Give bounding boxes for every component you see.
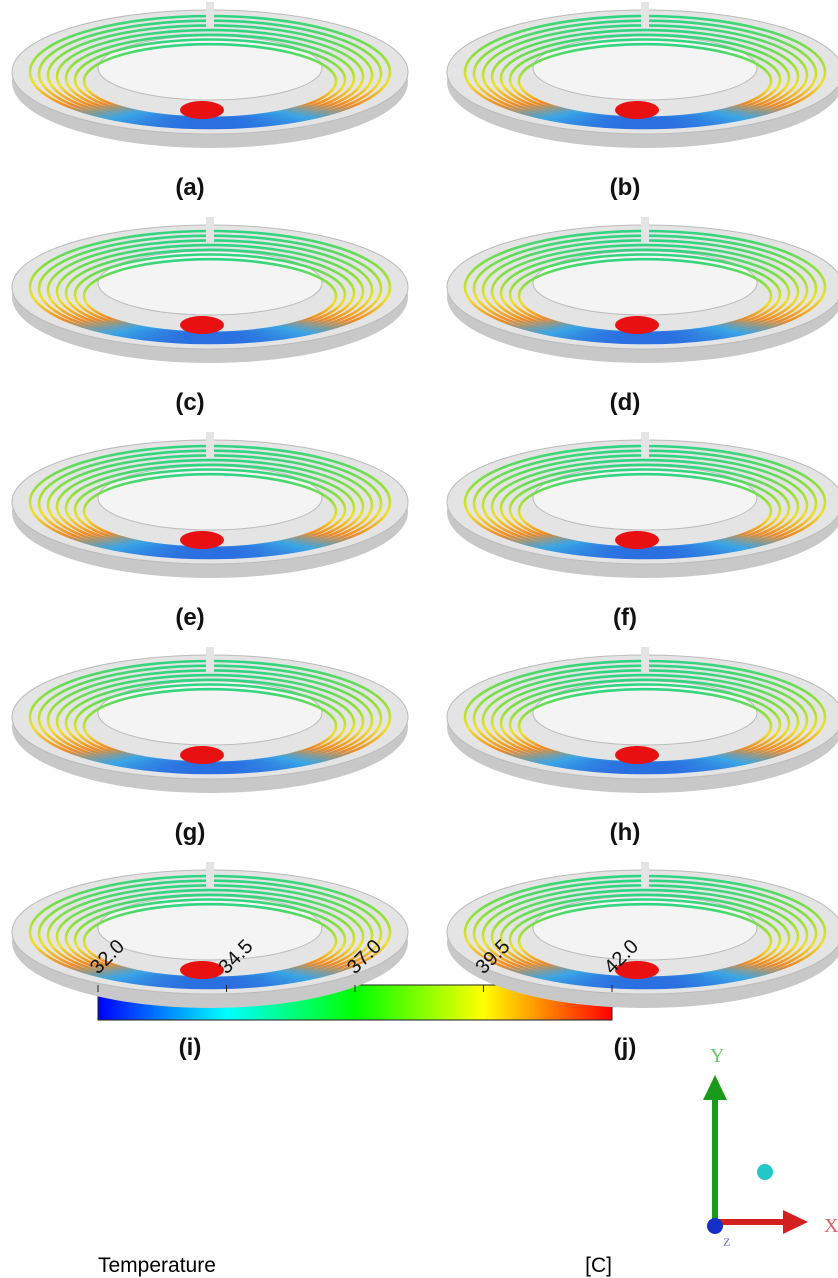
axis-triad: Y X Z xyxy=(703,1045,838,1249)
heat-source xyxy=(615,316,659,334)
panel: (d) xyxy=(447,217,838,416)
inlet-gap xyxy=(641,217,649,243)
panel-label: (i) xyxy=(179,1034,202,1061)
axis-label: Z xyxy=(723,1235,730,1249)
colorbar-unit: [C] xyxy=(585,1254,612,1277)
panel: (f) xyxy=(447,432,838,631)
panel-label: (d) xyxy=(610,389,641,416)
axis-label: X xyxy=(824,1215,838,1237)
inlet-gap xyxy=(641,647,649,673)
panel: (b) xyxy=(447,2,838,201)
heat-source xyxy=(180,101,224,119)
axis-label: Y xyxy=(710,1045,724,1067)
panel: (j) xyxy=(447,862,838,1061)
heat-source xyxy=(180,746,224,764)
heat-source xyxy=(615,101,659,119)
heat-source xyxy=(615,531,659,549)
panel: (g) xyxy=(12,647,408,846)
heat-source xyxy=(180,316,224,334)
panel: (a) xyxy=(12,2,408,201)
inlet-gap xyxy=(641,432,649,458)
panel-label: (f) xyxy=(613,604,637,631)
inlet-gap xyxy=(206,217,214,243)
inlet-gap xyxy=(641,862,649,888)
panel-label: (a) xyxy=(175,174,204,201)
panel-label: (h) xyxy=(610,819,641,846)
inlet-gap xyxy=(206,432,214,458)
inlet-gap xyxy=(206,862,214,888)
heat-source xyxy=(180,531,224,549)
panel: (e) xyxy=(12,432,408,631)
panel-label: (j) xyxy=(614,1034,637,1061)
inlet-gap xyxy=(641,2,649,28)
heat-source xyxy=(615,746,659,764)
panel: (h) xyxy=(447,647,838,846)
panel-label: (e) xyxy=(175,604,204,631)
inlet-gap xyxy=(206,2,214,28)
figure: Temperature [C] Y X Z (a) (b) (c) (d) (e) (f)… xyxy=(0,0,838,1278)
panel-label: (c) xyxy=(175,389,204,416)
panel: (c) xyxy=(12,217,408,416)
panel-label: (b) xyxy=(610,174,641,201)
panel-label: (g) xyxy=(175,819,206,846)
colorbar-title: Temperature xyxy=(98,1254,216,1277)
inlet-gap xyxy=(206,647,214,673)
